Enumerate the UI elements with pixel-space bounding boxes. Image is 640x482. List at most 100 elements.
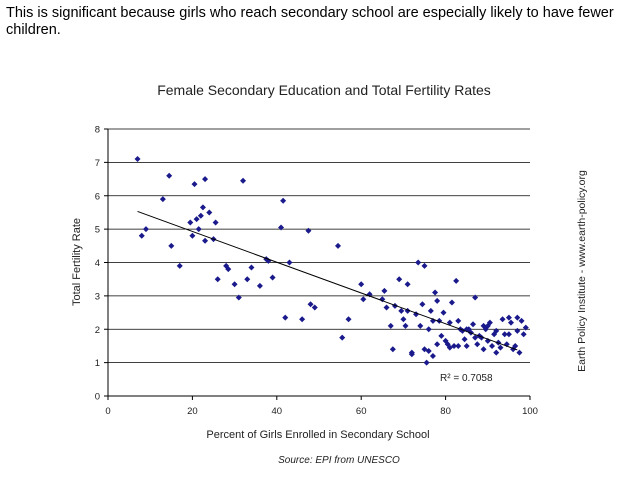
data-point (493, 327, 500, 334)
data-point (402, 322, 409, 329)
data-point (383, 304, 390, 311)
x-tick-label: 40 (272, 406, 283, 417)
x-tick-label: 0 (105, 406, 110, 417)
data-point (176, 262, 183, 269)
data-point (455, 317, 462, 324)
data-point (231, 281, 238, 288)
data-point (425, 326, 432, 333)
data-point (358, 281, 365, 288)
data-point (453, 277, 460, 284)
data-point (195, 226, 202, 233)
y-tick-label: 1 (95, 358, 100, 369)
data-point (438, 332, 445, 339)
data-point (461, 336, 468, 343)
data-point (307, 301, 314, 308)
data-point (446, 319, 453, 326)
data-point (486, 319, 493, 326)
y-tick-label: 5 (95, 225, 100, 236)
data-point (451, 342, 458, 349)
y-tick-label: 0 (95, 392, 100, 403)
data-point (235, 294, 242, 301)
data-point (187, 219, 194, 226)
data-point (514, 314, 521, 321)
data-point (214, 276, 221, 283)
data-point (508, 319, 515, 326)
data-point (455, 342, 462, 349)
data-points (134, 156, 529, 366)
y-tick-label: 8 (95, 125, 100, 136)
x-tick-label: 100 (522, 406, 538, 417)
data-point (286, 259, 293, 266)
intro-text: This is significant because girls who re… (6, 5, 614, 38)
data-point (474, 341, 481, 348)
data-point (520, 331, 527, 338)
x-tick-label: 60 (356, 406, 367, 417)
y-tick-label: 2 (95, 325, 100, 336)
data-point (159, 196, 166, 203)
y-tick-label: 3 (95, 291, 100, 302)
data-point (191, 181, 198, 188)
data-point (400, 316, 407, 323)
trendline (137, 210, 518, 351)
data-point (387, 322, 394, 329)
data-point (269, 274, 276, 281)
data-point (334, 242, 341, 249)
data-point (505, 331, 512, 338)
data-point (489, 342, 496, 349)
data-point (512, 342, 519, 349)
data-point (480, 346, 487, 353)
data-point (415, 259, 422, 266)
y-axis-label: Total Fertility Rate (71, 218, 83, 306)
data-point (189, 232, 196, 239)
x-tick-label: 80 (440, 406, 451, 417)
axes (104, 128, 531, 400)
data-point (248, 264, 255, 271)
data-point (501, 331, 508, 338)
data-point (398, 307, 405, 314)
y-tick-label: 7 (95, 158, 100, 169)
data-point (134, 156, 141, 163)
data-point (142, 226, 149, 233)
side-credit: Earth Policy Institute - www.earth-polic… (576, 170, 588, 372)
data-point (166, 172, 173, 179)
data-point (193, 216, 200, 223)
data-point (497, 344, 504, 351)
data-point (522, 324, 529, 331)
data-point (493, 349, 500, 356)
x-tick-label: 20 (187, 406, 198, 417)
source-note: Source: EPI from UNESCO (278, 455, 400, 466)
data-point (202, 237, 209, 244)
data-point (448, 299, 455, 306)
data-point (202, 176, 209, 183)
data-point (432, 289, 439, 296)
data-point (472, 294, 479, 301)
data-point (244, 276, 251, 283)
data-point (514, 327, 521, 334)
data-point (138, 232, 145, 239)
data-point (305, 227, 312, 234)
data-point (389, 346, 396, 353)
data-point (423, 359, 430, 366)
chart-title: Female Secondary Education and Total Fer… (157, 82, 491, 98)
data-point (463, 342, 470, 349)
data-point (419, 301, 426, 308)
x-axis-label: Percent of Girls Enrolled in Secondary S… (206, 429, 429, 441)
data-point (212, 219, 219, 226)
x-tick-labels: 0 20 40 60 80 100 (105, 406, 538, 417)
data-point (408, 351, 415, 358)
data-point (280, 197, 287, 204)
data-point (199, 204, 206, 211)
data-point (168, 242, 175, 249)
data-point (505, 314, 512, 321)
data-point (360, 296, 367, 303)
data-point (278, 224, 285, 231)
data-point (499, 316, 506, 323)
data-point (434, 297, 441, 304)
data-point (299, 316, 306, 323)
data-point (256, 282, 263, 289)
data-point (240, 177, 247, 184)
data-point (206, 209, 213, 216)
data-point (434, 341, 441, 348)
data-point (516, 349, 523, 356)
